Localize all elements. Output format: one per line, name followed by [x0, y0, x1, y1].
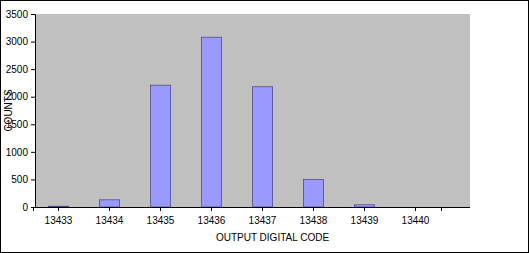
x-tick-label: 13437 [249, 215, 277, 226]
x-tick-label: 13434 [96, 215, 124, 226]
y-tick-mark [31, 42, 35, 43]
x-tick-label: 13438 [300, 215, 328, 226]
y-tick-label: 2500 [6, 64, 29, 75]
y-tick-mark [31, 152, 35, 153]
bar [405, 207, 425, 208]
x-tick-label: 13439 [351, 215, 379, 226]
x-tick: 13433 [45, 207, 73, 226]
y-tick: 2500 [6, 64, 35, 75]
x-tick: 13438 [300, 207, 328, 226]
plot-area [35, 14, 470, 207]
x-tick-label: 13435 [147, 215, 175, 226]
x-tick-label: 13433 [45, 215, 73, 226]
x-tick: 13439 [351, 207, 379, 226]
bar [303, 179, 323, 207]
baseline [35, 207, 470, 208]
x-tick-label: 13436 [198, 215, 226, 226]
x-tick-label: 13440 [402, 215, 430, 226]
x-tick: 13437 [249, 207, 277, 226]
y-tick-mark [31, 97, 35, 98]
bar [201, 37, 221, 207]
y-tick: 3000 [6, 36, 35, 47]
bar [99, 200, 119, 207]
x-axis-title: OUTPUT DIGITAL CODE [216, 232, 329, 243]
x-tick: 13434 [96, 207, 124, 226]
y-tick-mark [31, 179, 35, 180]
y-tick-label: 500 [11, 174, 28, 185]
y-tick-label: 0 [22, 202, 28, 213]
x-axis: 13433 13434 13435 13436 13437 13438 13439 13440 [34, 207, 442, 226]
chart: 0500100015002000250030003500134331343413… [0, 0, 529, 253]
x-tick: 13440 [402, 207, 430, 226]
y-tick: 3500 [6, 9, 35, 20]
y-tick-label: 3500 [6, 9, 29, 20]
frame [1, 1, 529, 253]
x-tick: 13436 [198, 207, 226, 226]
y-axis-line [31, 15, 36, 208]
bar [354, 205, 374, 207]
y-tick: 1000 [6, 147, 35, 158]
y-tick-label: 3000 [6, 36, 29, 47]
y-axis-title: COUNTS [3, 89, 14, 132]
bars [48, 37, 374, 207]
bar [150, 85, 170, 207]
bar [48, 206, 68, 207]
y-tick-label: 1000 [6, 147, 29, 158]
bar [252, 87, 272, 207]
x-axis-line [34, 208, 442, 212]
y-tick-mark [31, 14, 35, 15]
y-tick-mark [31, 124, 35, 125]
y-tick-mark [31, 69, 35, 70]
y-tick: 500 [11, 174, 35, 185]
x-tick: 13435 [147, 207, 175, 226]
